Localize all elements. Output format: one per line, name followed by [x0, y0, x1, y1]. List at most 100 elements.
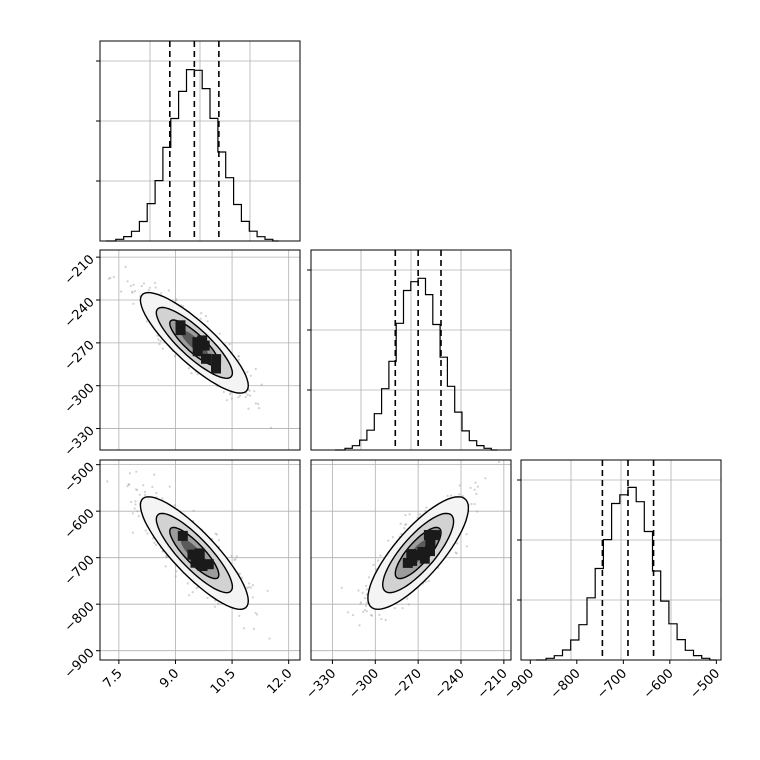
density-core-cell: [423, 530, 434, 540]
scatter-point: [455, 552, 458, 555]
scatter-point: [241, 576, 244, 579]
scatter-point: [225, 399, 228, 402]
density-core-cell: [417, 547, 428, 557]
scatter-point: [134, 500, 137, 503]
scatter-point: [456, 542, 459, 545]
scatter-point: [260, 383, 263, 386]
scatter-point: [173, 504, 176, 507]
scatter-point: [246, 393, 249, 396]
scatter-point: [164, 565, 167, 568]
scatter-point: [235, 555, 238, 558]
scatter-point: [379, 554, 382, 557]
scatter-point: [365, 593, 368, 596]
scatter-point: [228, 393, 231, 396]
scatter-point: [269, 426, 272, 429]
density-core-cell: [190, 557, 201, 568]
scatter-point: [159, 339, 162, 342]
scatter-point: [425, 506, 428, 509]
scatter-point: [427, 580, 430, 583]
scatter-point: [399, 522, 402, 525]
scatter-point: [135, 470, 138, 473]
scatter-point: [238, 614, 241, 618]
scatter-point: [242, 627, 246, 630]
scatter-point: [213, 605, 216, 608]
density-core-cell: [430, 530, 441, 541]
scatter-point: [206, 320, 209, 323]
scatter-point: [237, 355, 240, 358]
scatter-point: [174, 299, 177, 302]
scatter-panel-param-2-vs-param-3: [310, 459, 512, 661]
scatter-point: [154, 286, 157, 289]
scatter-point: [249, 374, 252, 377]
scatter-point: [363, 608, 367, 612]
scatter-point: [254, 611, 257, 614]
density-core-cell: [201, 353, 211, 364]
scatter-point: [132, 283, 135, 286]
scatter-point: [200, 312, 203, 315]
panel-frame: [99, 249, 301, 451]
scatter-point: [124, 265, 127, 268]
scatter-point: [138, 493, 141, 496]
density-core-cell: [177, 530, 188, 541]
scatter-point: [247, 586, 250, 589]
scatter-point: [251, 584, 254, 587]
scatter-point: [498, 460, 501, 464]
scatter-point: [347, 611, 350, 614]
contour-level-1: [381, 512, 455, 594]
scatter-point: [418, 513, 421, 516]
scatter-point: [175, 298, 178, 301]
scatter-point: [340, 586, 343, 589]
scatter-point: [143, 490, 146, 493]
scatter-point: [249, 586, 252, 589]
scatter-point: [246, 586, 249, 589]
scatter-point: [470, 502, 473, 506]
scatter-point: [191, 591, 194, 594]
scatter-point: [192, 509, 195, 512]
contour-level-2: [169, 526, 220, 580]
scatter-point: [132, 302, 135, 305]
scatter-point: [153, 473, 156, 476]
scatter-point: [160, 292, 163, 295]
scatter-point: [106, 480, 109, 483]
scatter-point: [358, 624, 361, 627]
scatter-point: [187, 367, 191, 370]
scatter-point: [173, 355, 177, 358]
scatter-point: [405, 523, 408, 526]
scatter-point: [237, 355, 240, 358]
scatter-point: [131, 512, 134, 515]
scatter-point: [237, 396, 240, 399]
scatter-point: [404, 514, 407, 517]
scatter-point: [152, 537, 155, 540]
scatter-point: [167, 289, 170, 292]
scatter-point: [384, 618, 387, 622]
scatter-point: [476, 485, 479, 488]
scatter-point: [130, 500, 133, 504]
scatter-point: [133, 290, 137, 293]
panel-frame: [310, 249, 512, 451]
density-core-cell: [192, 346, 203, 357]
scatter-point: [469, 486, 472, 489]
scatter-point: [107, 277, 110, 280]
scatter-point: [127, 483, 130, 486]
scatter-point: [190, 372, 193, 375]
scatter-point: [128, 472, 132, 475]
scatter-point: [222, 390, 225, 393]
scatter-point: [206, 596, 209, 600]
scatter-point: [186, 582, 189, 585]
scatter-panel-param-1-vs-param-3: [99, 459, 301, 661]
scatter-point: [458, 493, 461, 496]
scatter-point: [147, 289, 150, 292]
scatter-point: [251, 596, 254, 599]
scatter-point: [357, 589, 360, 592]
scatter-point: [134, 488, 138, 491]
scatter-point: [131, 291, 134, 294]
scatter-point: [131, 531, 134, 534]
scatter-point: [401, 607, 404, 610]
scatter-point: [233, 558, 236, 562]
scatter-point: [230, 554, 233, 558]
scatter-point: [126, 280, 129, 283]
density-core-cell: [211, 363, 221, 374]
scatter-point: [365, 602, 368, 605]
scatter-point: [253, 390, 256, 393]
scatter-point: [217, 539, 220, 542]
